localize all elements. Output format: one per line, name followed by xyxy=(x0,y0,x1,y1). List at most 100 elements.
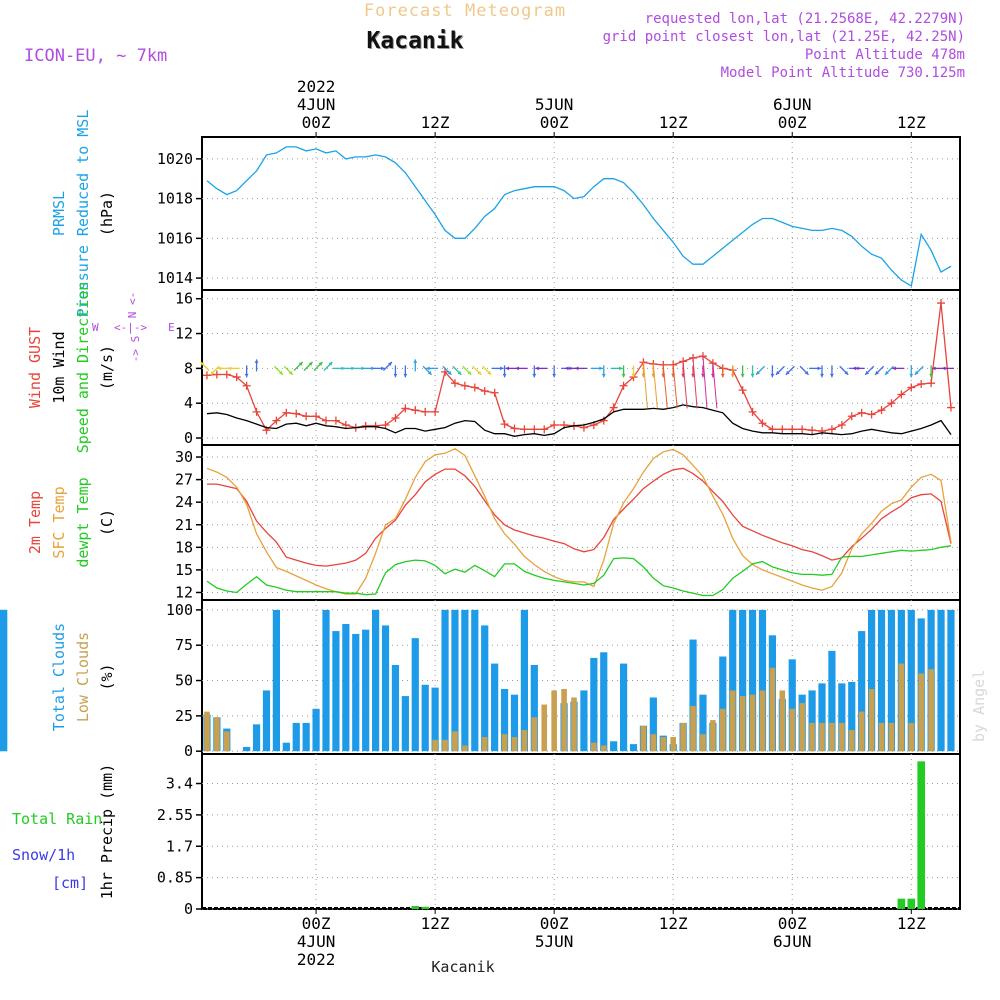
wind-arrow-head xyxy=(457,370,462,375)
total-clouds-bar xyxy=(421,684,429,752)
gust-marker xyxy=(510,424,519,433)
low-clouds-bar xyxy=(829,722,835,752)
model-altitude: Model Point Altitude 730.125m xyxy=(721,65,965,81)
wind-arrow-head xyxy=(932,366,936,371)
y-tick-label: 0 xyxy=(184,429,193,447)
total-clouds-bar xyxy=(292,722,300,752)
low-clouds-bar xyxy=(739,696,746,752)
bottom-time-label: 12Z xyxy=(421,914,450,933)
low-clouds-bar xyxy=(710,720,716,752)
low-clouds-bar xyxy=(868,689,875,752)
wind-arrow-head xyxy=(552,373,557,378)
total-clouds-bar xyxy=(858,631,866,752)
low-clouds-bar xyxy=(531,717,538,752)
low-clouds-bar xyxy=(561,689,567,752)
low-clouds-bar xyxy=(839,722,845,752)
wind-arrow-head xyxy=(619,366,623,371)
wind-arrow-long xyxy=(642,362,648,409)
compass-w: W xyxy=(92,321,99,334)
gust-marker xyxy=(480,387,489,396)
total-clouds-bar xyxy=(748,609,757,752)
y-axis-title: 10m Wind xyxy=(50,331,68,403)
total-clouds-bar xyxy=(491,663,499,752)
panels: 1014 1016 1018 1020 PRMSL Pressure Reduced to… xyxy=(0,110,961,918)
low-clouds-bar xyxy=(799,703,805,752)
wind-arrow-head xyxy=(381,366,385,371)
wind-arrow-head xyxy=(217,366,222,371)
total-clouds-bar xyxy=(342,624,350,752)
gust-marker xyxy=(897,390,906,399)
top-time-label: 12Z xyxy=(421,113,450,132)
wind-arrow-head xyxy=(227,366,232,371)
total-clouds-bar xyxy=(411,638,419,752)
y-tick-label: 1.7 xyxy=(166,837,193,855)
y-tick-label: 1020 xyxy=(157,150,193,168)
gust-marker xyxy=(272,416,281,425)
top-time-label: 00Z xyxy=(778,113,807,132)
compass-n: N <- xyxy=(126,292,139,319)
total-rain-label: Total Rain xyxy=(12,810,102,828)
panel-temperature: 12 15 18 21 24 27 30 2m Temp SFC Temp dewpt Temp (… xyxy=(26,444,961,601)
wind-arrow-head xyxy=(875,370,879,375)
wind-arrow-head xyxy=(200,361,205,366)
compass-e: E xyxy=(168,321,175,334)
wind-arrow-head xyxy=(477,370,482,375)
compass-ew-arrow: <-|-> xyxy=(114,321,147,334)
total-clouds-bar xyxy=(471,609,479,752)
y-tick-label: 24 xyxy=(175,493,193,511)
wind-arrow-head xyxy=(770,373,775,378)
low-clouds-bar xyxy=(481,737,488,752)
total-clouds-bar xyxy=(610,741,618,752)
bottom-time-label: 00Z xyxy=(778,914,807,933)
total-clouds-bar xyxy=(431,687,439,752)
gust-marker xyxy=(292,409,301,418)
low-clouds-bar xyxy=(511,737,518,752)
wind-arrow-head xyxy=(756,370,760,375)
gust-marker xyxy=(282,408,291,417)
bottom-time-label: 2022 xyxy=(297,950,336,969)
gust-marker xyxy=(768,425,777,434)
total-clouds-bar xyxy=(322,609,330,752)
series-line xyxy=(207,467,952,567)
low-clouds-bar xyxy=(442,739,448,752)
y-axis-title: 1hr Precip (mm) xyxy=(98,764,116,899)
total-clouds-bar xyxy=(729,609,737,752)
total-clouds-bar xyxy=(808,690,816,752)
low-clouds-bar xyxy=(819,722,825,752)
wind-arrow-head xyxy=(298,361,303,366)
low-clouds-bar xyxy=(650,734,657,752)
y-axis-title: (m/s) xyxy=(98,345,116,390)
gust-marker xyxy=(827,425,836,434)
total-clouds-bar xyxy=(649,697,657,752)
wind-arrow-head xyxy=(601,373,606,378)
gust-marker xyxy=(530,425,539,434)
y-tick-label: 16 xyxy=(175,290,193,308)
wind-arrow-head xyxy=(565,366,569,371)
y-axis-title: (%) xyxy=(98,663,116,690)
total-clouds-bar xyxy=(600,652,608,752)
total-clouds-bar xyxy=(719,656,727,752)
y-tick-label: 21 xyxy=(175,516,193,534)
wind-arrow-head xyxy=(505,366,509,371)
total-clouds-bar xyxy=(907,609,915,752)
wind-arrow-head xyxy=(388,361,392,366)
top-time-label: 00Z xyxy=(302,113,331,132)
rain-bar xyxy=(411,906,420,909)
panel-wind: 0 4 8 12 16 Wind GUST 10m Wind Speed and Direct… xyxy=(26,282,961,453)
wind-arrow-head xyxy=(502,373,507,378)
low-clouds-bar xyxy=(858,711,865,752)
gust-marker xyxy=(401,404,410,413)
model-label: ICON-EU, ~ 7km xyxy=(24,46,167,66)
panel-precip: 0 0.85 1.7 2.55 3.4 1hr Precip (mm)Total Rain… xyxy=(12,753,961,918)
gust-marker xyxy=(361,421,370,430)
total-clouds-bar xyxy=(243,746,251,752)
wind-arrow-head xyxy=(865,370,870,375)
bottom-time-label: 00Z xyxy=(302,914,331,933)
wind-arrow-head xyxy=(278,370,283,375)
top-time-label: 4JUN xyxy=(297,95,336,114)
low-clouds-bar xyxy=(204,711,210,752)
gust-marker xyxy=(381,420,390,429)
y-tick-label: 1018 xyxy=(157,190,193,208)
low-clouds-bar xyxy=(551,690,557,752)
total-clouds-bar xyxy=(391,664,400,752)
